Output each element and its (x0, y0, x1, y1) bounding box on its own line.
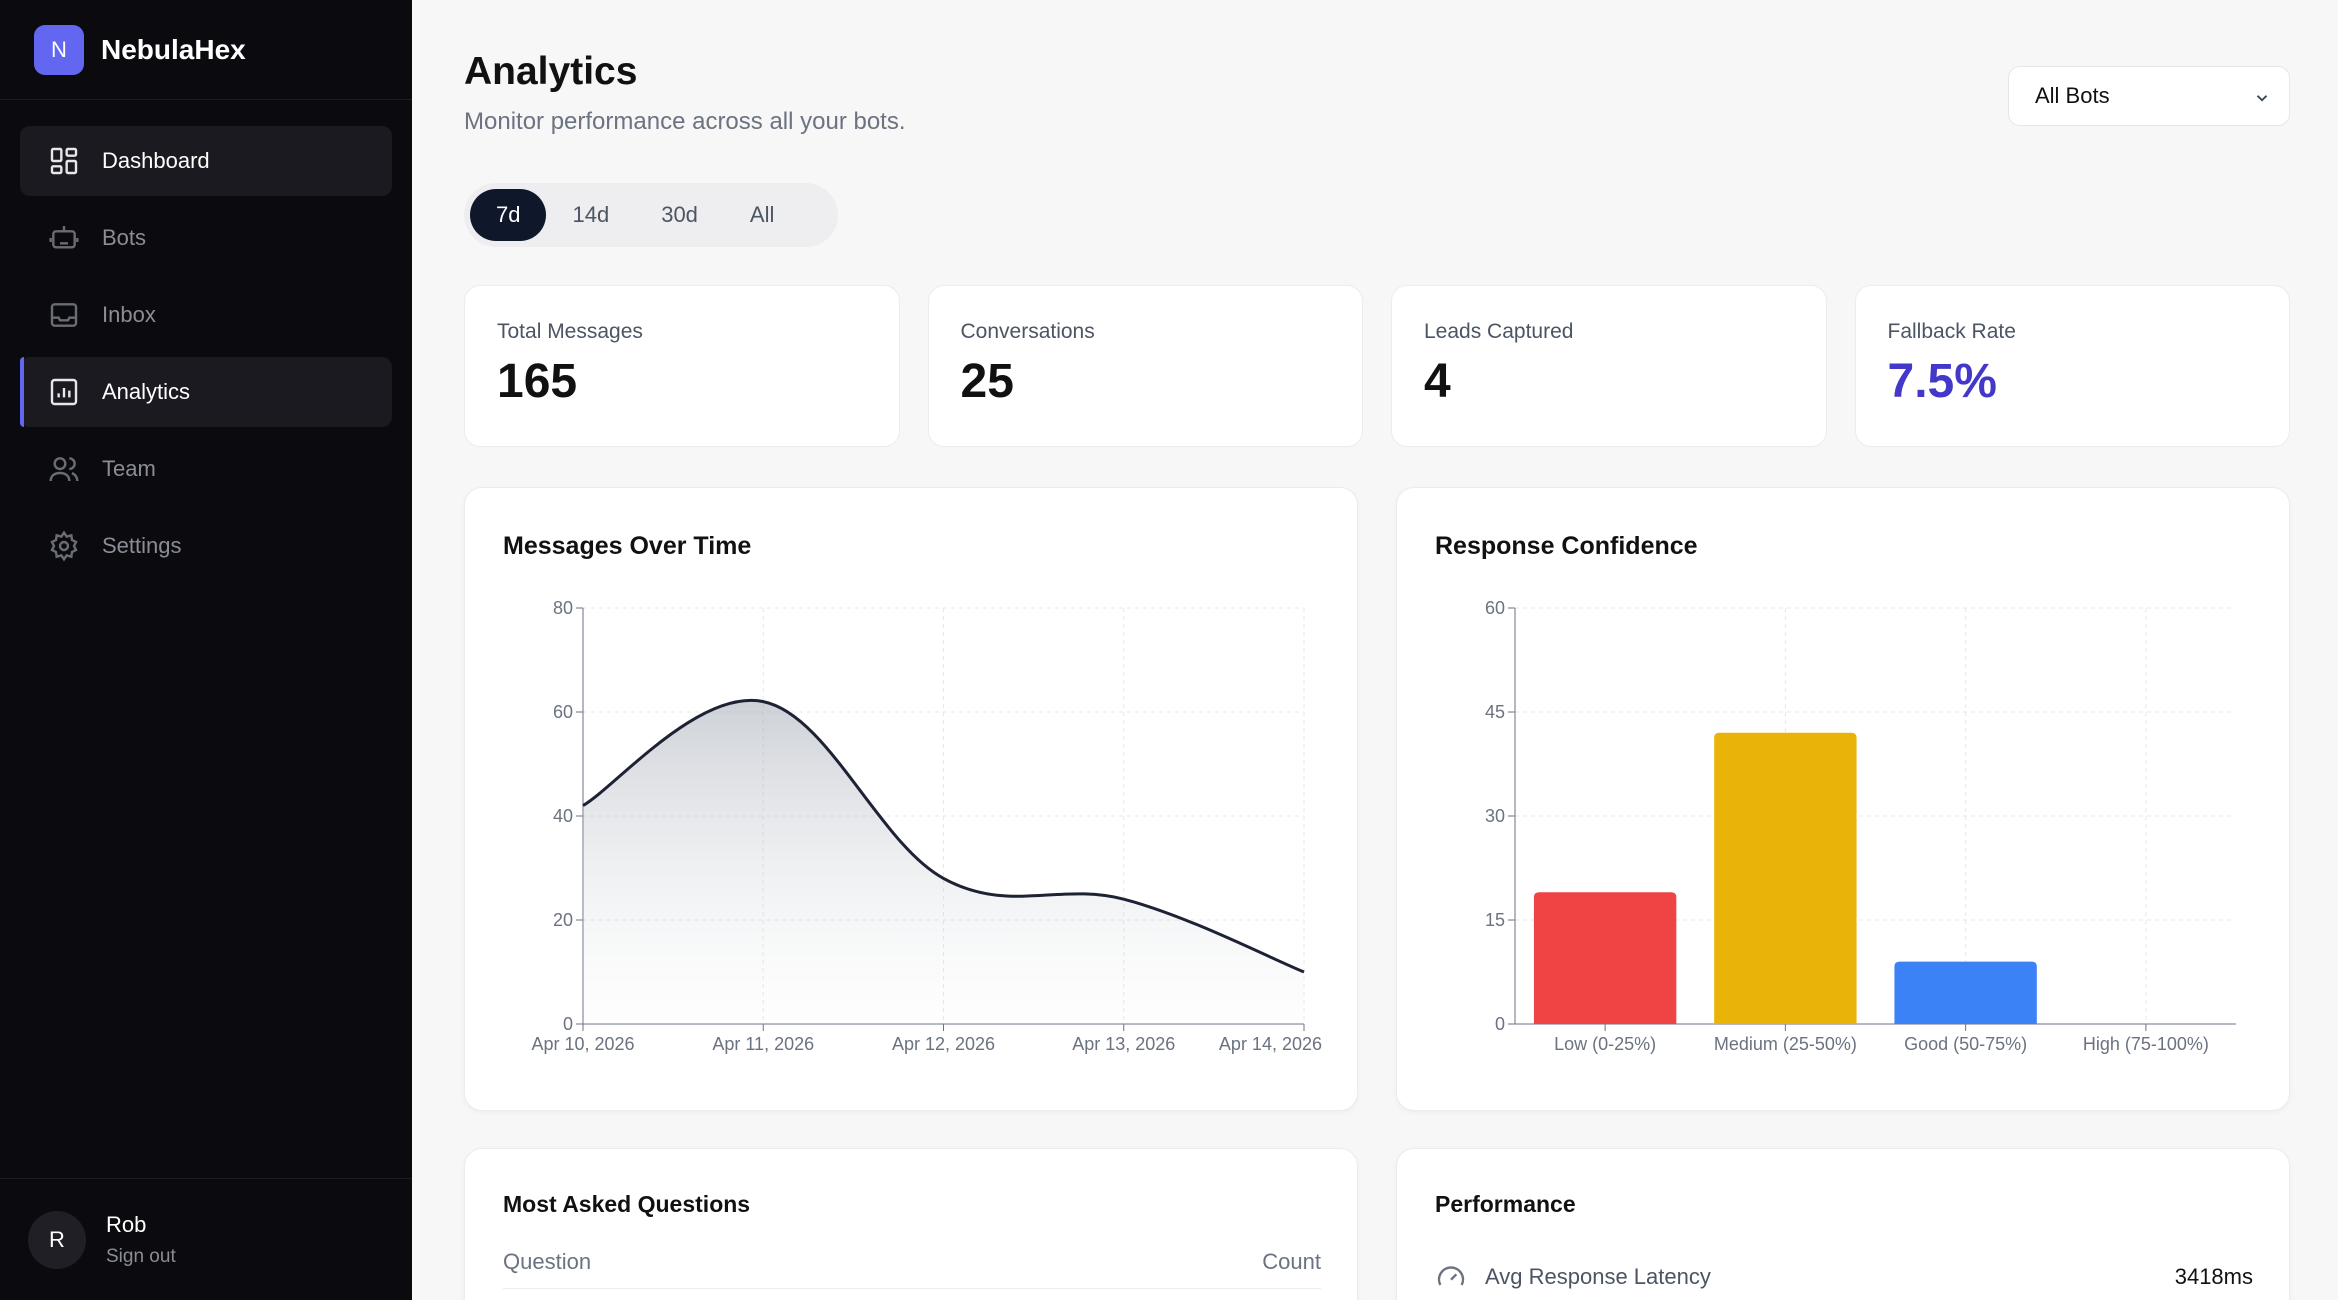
x-tick-label: Apr 12, 2026 (892, 1034, 995, 1054)
page-title: Analytics (464, 50, 638, 93)
stat-label: Fallback Rate (1887, 320, 2016, 343)
x-tick-label: Apr 10, 2026 (531, 1034, 634, 1054)
sidebar-item-settings[interactable]: Settings (20, 511, 392, 581)
sidebar-item-dashboard[interactable]: Dashboard (20, 126, 392, 196)
sidebar-item-label: Inbox (102, 302, 156, 327)
table-header: Question Count (503, 1249, 1321, 1289)
stat-label: Conversations (960, 320, 1095, 343)
area-fill (583, 700, 1304, 1024)
perf-row-latency: Avg Response Latency 3418ms (1435, 1261, 2253, 1293)
sidebar-item-bots[interactable]: Bots (20, 203, 392, 273)
stat-label: Leads Captured (1424, 320, 1574, 343)
bar-medium (1714, 732, 1857, 1024)
stat-label: Total Messages (497, 320, 643, 343)
perf-value: 3418ms (2174, 1264, 2253, 1289)
confidence-chart-card: Response Confidence 0 15 30 45 60 Low (0-25%)… (1396, 487, 2290, 1111)
avatar[interactable]: R (28, 1210, 86, 1269)
analytics-icon (48, 376, 80, 408)
brand-logo: N (34, 24, 84, 75)
x-tick-label: Apr 13, 2026 (1072, 1034, 1175, 1054)
stat-value: 25 (960, 355, 1014, 408)
range-30d[interactable]: 30d (661, 202, 698, 227)
bot-filter-value: All Bots (2035, 83, 2110, 108)
sidebar-item-team[interactable]: Team (20, 434, 392, 504)
bot-icon (48, 222, 80, 254)
bar-good (1894, 961, 2037, 1024)
y-tick-label: 40 (553, 806, 573, 826)
range-14d[interactable]: 14d (572, 202, 610, 227)
x-tick-label: High (75-100%) (2083, 1034, 2209, 1054)
series-line (582, 698, 1305, 974)
user-name: Rob (106, 1211, 147, 1237)
x-tick-label: Good (50-75%) (1904, 1034, 2027, 1054)
stat-conversations: Conversations 25 (927, 285, 1363, 447)
stats-row: Total Messages 165 Conversations 25 Lead… (464, 285, 2290, 447)
sidebar-item-analytics[interactable]: Analytics (20, 357, 392, 427)
questions-card: Most Asked Questions Question Count (464, 1148, 1358, 1300)
bar-low (1533, 892, 1677, 1024)
y-tick-label: 0 (1495, 1014, 1505, 1034)
column-header-question[interactable]: Question (503, 1249, 592, 1274)
stat-leads-captured: Leads Captured 4 (1391, 285, 1827, 447)
stat-value: 165 (497, 355, 578, 408)
sign-out-link[interactable]: Sign out (106, 1245, 176, 1267)
stat-value: 7.5% (1887, 355, 1997, 408)
y-tick-label: 20 (553, 910, 573, 930)
brand[interactable]: N NebulaHex (0, 0, 412, 100)
chart-title: Messages Over Time (503, 532, 752, 560)
dashboard-icon (48, 145, 80, 177)
chart-title: Response Confidence (1435, 532, 1698, 560)
messages-chart-card: Messages Over Time 0 20 40 60 80 Apr 10, 2026… (464, 487, 1358, 1111)
user-info: Rob Sign out (106, 1212, 176, 1268)
page-subtitle: Monitor performance across all your bots… (464, 108, 906, 135)
x-tick-label: Low (0-25%) (1554, 1034, 1656, 1054)
team-icon (48, 453, 80, 485)
y-tick-label: 60 (1485, 598, 1505, 618)
stat-value: 4 (1424, 355, 1451, 408)
sidebar-item-label: Team (102, 456, 156, 481)
performance-title: Performance (1435, 1191, 1576, 1217)
sidebar-item-label: Analytics (102, 379, 191, 404)
performance-card: Performance Avg Response Latency 3418ms (1396, 1148, 2290, 1300)
gauge-icon (1437, 1266, 1465, 1286)
y-tick-label: 45 (1485, 702, 1505, 722)
gear-icon (48, 530, 80, 562)
column-header-count[interactable]: Count (1262, 1249, 1321, 1274)
x-tick-label: Medium (25-50%) (1714, 1034, 1857, 1054)
range-7d[interactable]: 7d (470, 189, 547, 241)
sidebar-item-label: Bots (102, 225, 147, 250)
brand-name: NebulaHex (101, 33, 246, 65)
y-tick-label: 0 (563, 1014, 573, 1034)
sidebar-item-inbox[interactable]: Inbox (20, 280, 392, 350)
sidebar-item-label: Settings (102, 533, 182, 558)
date-range-toggle: 7d 14d 30d All (464, 183, 838, 247)
sidebar-item-label: Dashboard (102, 148, 210, 173)
bot-filter-select[interactable]: All Bots (2008, 66, 2290, 126)
questions-title: Most Asked Questions (503, 1191, 751, 1217)
y-tick-label: 60 (553, 702, 573, 722)
messages-over-time-chart: 0 20 40 60 80 Apr 10, 2026 Apr 11, 2026 Apr 12,… (531, 598, 1322, 1054)
x-tick-label: Apr 14, 2026 (1219, 1034, 1322, 1054)
x-tick-label: Apr 11, 2026 (712, 1034, 814, 1054)
stat-total-messages: Total Messages 165 (464, 285, 900, 447)
sidebar-nav: Dashboard Bots Inbox Analytics Team (0, 100, 412, 581)
y-tick-label: 15 (1485, 910, 1505, 930)
chevron-down-icon (2256, 95, 2268, 102)
y-tick-label: 80 (553, 598, 573, 618)
stat-fallback-rate: Fallback Rate 7.5% (1854, 285, 2290, 447)
user-profile: R Rob Sign out (0, 1178, 412, 1300)
y-tick-label: 30 (1485, 806, 1505, 826)
sidebar: N NebulaHex Dashboard Bots Inbox Analyt (0, 0, 412, 1300)
inbox-icon (48, 299, 80, 331)
response-confidence-chart: 0 15 30 45 60 Low (0-25%) Medium (25-50%) Good … (1485, 598, 2236, 1054)
perf-label: Avg Response Latency (1435, 1261, 1711, 1293)
range-all[interactable]: All (749, 202, 775, 227)
perf-label-text: Avg Response Latency (1485, 1264, 1711, 1289)
main-content: Analytics Monitor performance across all… (412, 0, 2338, 1300)
